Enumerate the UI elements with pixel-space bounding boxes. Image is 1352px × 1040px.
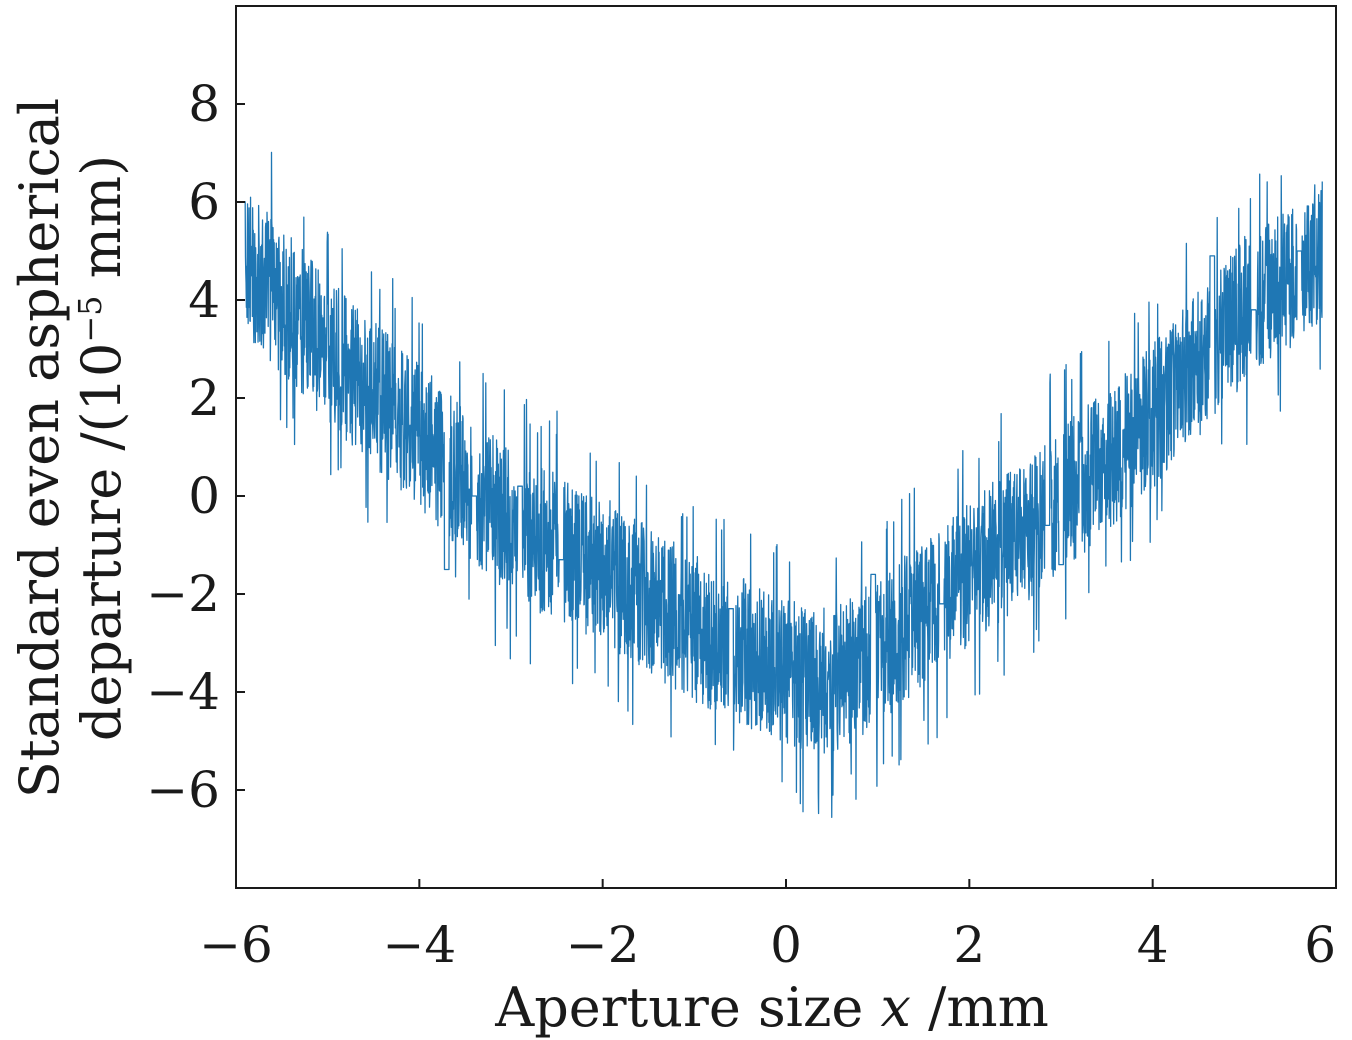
x-tick-label: 2 [953,916,985,974]
y-axis-label-line2: departure /(10−5 mm) [70,155,133,741]
y-tick-label: −4 [146,663,220,721]
x-tick-label: −6 [199,916,273,974]
x-tick-label: 4 [1137,916,1169,974]
x-tick-label: 0 [770,916,802,974]
y-tick-label: 2 [188,369,220,427]
y-tick-label: −2 [146,565,220,623]
x-tick-label: −2 [566,916,640,974]
x-tick-label: −4 [382,916,456,974]
y-tick-label: 6 [188,173,220,231]
x-axis-label: Aperture size x /mm [494,976,1049,1039]
y-axis-label-line1: Standard even aspherical [8,98,71,798]
x-axis: −6 −4 −2 0 2 4 6 [199,879,1337,974]
y-tick-label: 8 [188,75,220,133]
y-tick-label: −6 [146,761,220,819]
y-axis: −6 −4 −2 0 2 4 6 8 [146,75,245,819]
y-tick-label: 0 [188,467,220,525]
x-tick-label: 6 [1304,916,1336,974]
series-layer [244,151,1323,819]
data-series-line [244,151,1323,819]
y-tick-label: 4 [188,271,220,329]
